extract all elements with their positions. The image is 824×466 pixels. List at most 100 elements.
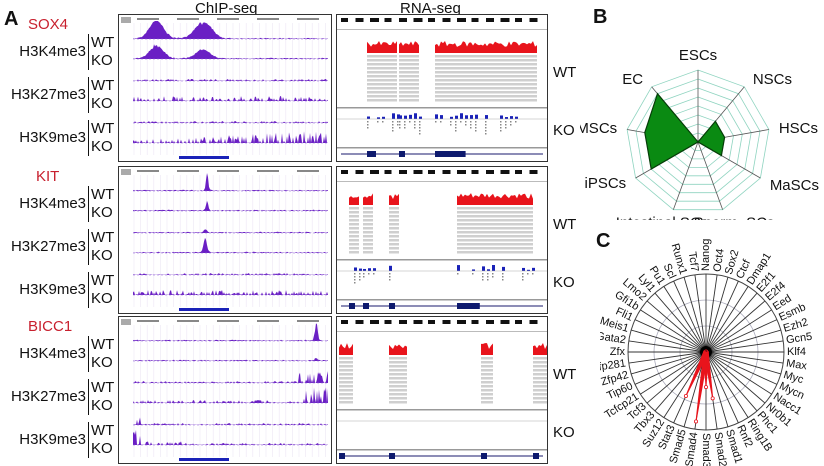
chip-signal-track bbox=[133, 96, 328, 101]
radar-b-axis-label: Intestinal SCs bbox=[616, 214, 709, 220]
radar-c-axis bbox=[705, 309, 772, 353]
rna-wt-coverage bbox=[533, 343, 547, 355]
radar-c-axis-label: Smad4 bbox=[683, 431, 700, 466]
radar-c-axis bbox=[705, 280, 739, 353]
radar-c-axis bbox=[705, 351, 778, 385]
chip-signal-track bbox=[133, 21, 328, 39]
rna-ko-coverage bbox=[522, 267, 525, 271]
rna-seq-browser-kit bbox=[336, 166, 548, 314]
rna-ko-coverage bbox=[363, 268, 366, 271]
rna-ko-coverage bbox=[368, 268, 371, 271]
rna-ko-coverage bbox=[359, 268, 362, 271]
rna-wt-coverage bbox=[389, 344, 407, 355]
radar-c-axis bbox=[694, 274, 707, 353]
rna-wt-label: WT bbox=[553, 216, 577, 233]
radar-c-axis bbox=[634, 351, 707, 385]
histone-mark-label: H3K9me3 bbox=[19, 431, 86, 448]
condition-ko: KO bbox=[91, 52, 113, 69]
radar-c-axis bbox=[634, 319, 707, 353]
radar-c-axis bbox=[705, 274, 718, 353]
condition-ko: KO bbox=[91, 95, 113, 112]
condition-wt: WT bbox=[91, 379, 115, 396]
radar-c-axis-label: Klf4 bbox=[787, 346, 806, 358]
radar-b-ring bbox=[626, 69, 770, 211]
rna-wt-label: WT bbox=[553, 64, 577, 81]
radar-c-axis bbox=[705, 286, 749, 353]
condition-ko: KO bbox=[91, 354, 113, 371]
rna-wt-coverage bbox=[389, 193, 399, 205]
radar-b-axis-label: ESCs bbox=[679, 47, 717, 64]
rna-ko-coverage bbox=[414, 113, 417, 119]
radar-c-axis bbox=[640, 309, 707, 353]
rna-ko-coverage bbox=[419, 116, 422, 119]
radar-c-axis bbox=[705, 351, 772, 395]
rna-ko-label: KO bbox=[553, 274, 575, 291]
rna-ko-coverage bbox=[510, 116, 513, 119]
condition-wt: WT bbox=[91, 422, 115, 439]
chip-signal-track bbox=[133, 79, 328, 81]
rna-ko-coverage bbox=[377, 117, 380, 119]
chip-seq-browser-sox4 bbox=[118, 14, 332, 162]
radar-b-ring bbox=[635, 78, 761, 202]
rna-ko-coverage bbox=[527, 269, 530, 271]
condition-labels: WT KO bbox=[88, 120, 114, 156]
radar-b-axis-label: MaSCs bbox=[770, 177, 819, 194]
chip-signal-track bbox=[133, 273, 328, 275]
rna-seq-browser-bicc1 bbox=[336, 316, 548, 464]
radar-c-axis bbox=[705, 292, 758, 353]
radar-c-axis bbox=[654, 292, 707, 353]
condition-ko: KO bbox=[91, 290, 113, 307]
radar-b-axis-label: NSCs bbox=[753, 71, 792, 88]
rna-ko-coverage bbox=[470, 115, 473, 119]
panel-a-letter: A bbox=[4, 8, 19, 30]
rna-seq-browser-sox4 bbox=[336, 14, 548, 162]
condition-ko: KO bbox=[91, 247, 113, 264]
radar-c-axis bbox=[631, 351, 707, 375]
chip-signal-track bbox=[133, 131, 328, 143]
rna-ko-coverage bbox=[450, 116, 453, 119]
rna-ko-coverage bbox=[367, 116, 370, 119]
rna-ko-coverage bbox=[404, 115, 407, 119]
chip-signal-track bbox=[133, 44, 328, 59]
rna-ko-coverage bbox=[505, 117, 508, 119]
condition-wt: WT bbox=[91, 336, 115, 353]
histone-mark-label: H3K27me3 bbox=[10, 388, 86, 405]
rna-ko-coverage bbox=[485, 115, 488, 119]
rna-ko-coverage bbox=[515, 116, 518, 119]
radar-c-axis bbox=[628, 340, 707, 353]
chip-seq-browser-bicc1 bbox=[118, 316, 332, 464]
condition-wt: WT bbox=[91, 120, 115, 137]
condition-ko: KO bbox=[91, 397, 113, 414]
condition-labels: WT KO bbox=[88, 77, 114, 113]
histone-mark-label: H3K9me3 bbox=[19, 129, 86, 146]
radar-c-spike bbox=[685, 350, 709, 397]
radar-c-axis bbox=[683, 277, 707, 353]
radar-c-axis bbox=[640, 351, 707, 395]
rna-ko-coverage bbox=[354, 267, 357, 271]
radar-c-axis bbox=[663, 286, 707, 353]
condition-ko: KO bbox=[91, 440, 113, 457]
radar-c-axis-label: Oct4 bbox=[711, 248, 726, 273]
condition-labels: WT KO bbox=[88, 186, 114, 222]
rna-ko-coverage bbox=[482, 266, 485, 271]
condition-labels: WT KO bbox=[88, 272, 114, 308]
rna-ko-coverage bbox=[409, 114, 412, 119]
radar-c-axis-label: Myc bbox=[782, 369, 805, 386]
histone-mark-label: H3K27me3 bbox=[10, 238, 86, 255]
radar-c-axis bbox=[705, 351, 739, 424]
radar-c-axis bbox=[631, 329, 707, 353]
rna-ko-coverage bbox=[389, 265, 392, 271]
condition-labels: WT KO bbox=[88, 229, 114, 265]
chip-signal-track bbox=[133, 290, 328, 295]
radar-chart-transcription-factors: Nanog Oct4Sox2CtcfDmap1E2f1E2f4EedEsmbEzh… bbox=[600, 239, 813, 466]
histone-mark-label: H3K4me3 bbox=[19, 43, 86, 60]
gene-label-kit: KIT bbox=[36, 168, 60, 185]
radar-b-series bbox=[644, 92, 726, 170]
radar-b-axis-label: Sperm. SCs bbox=[694, 214, 775, 220]
radar-c-axis bbox=[705, 351, 781, 375]
chip-signal-track bbox=[133, 371, 328, 383]
histone-mark-label: H3K27me3 bbox=[10, 86, 86, 103]
radar-b-axis-label: EC bbox=[622, 71, 643, 88]
rna-wt-coverage bbox=[435, 41, 537, 53]
condition-labels: WT KO bbox=[88, 379, 114, 415]
